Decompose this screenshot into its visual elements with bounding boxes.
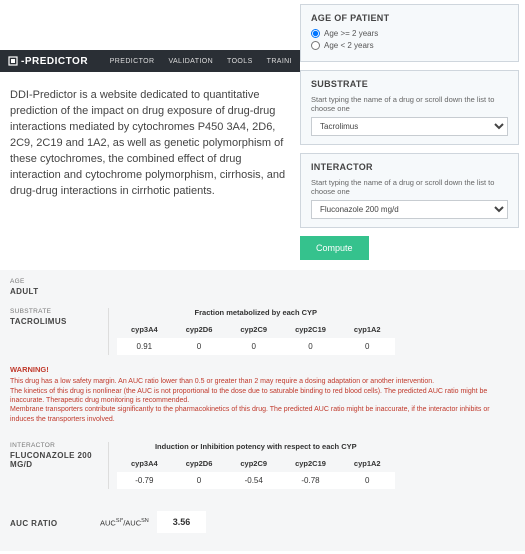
interactor-result-big: FLUCONAZOLE 200 MG/D — [10, 451, 100, 469]
int-h0: cyp3A4 — [117, 455, 172, 472]
intro-text: DDI-Predictor is a website dedicated to … — [0, 72, 300, 210]
substrate-result: SUBSTRATE TACROLIMUS — [10, 308, 100, 355]
compute-button[interactable]: Compute — [300, 236, 369, 260]
interactor-result-small: INTERACTOR — [10, 442, 100, 449]
int-h3: cyp2C19 — [281, 455, 340, 472]
age-opt-lt2[interactable]: Age < 2 years — [311, 41, 508, 50]
ratio-small: AUC RATIO — [10, 519, 100, 528]
warning-title: WARNING! — [10, 365, 515, 375]
interactor-title: INTERACTOR — [311, 162, 508, 172]
substrate-select[interactable]: Tacrolimus — [311, 117, 508, 136]
separator — [108, 442, 109, 489]
interactor-select[interactable]: Fluconazole 200 mg/d — [311, 200, 508, 219]
int-v1: 0 — [172, 472, 227, 489]
interactor-table: cyp3A4 cyp2D6 cyp2C9 cyp2C19 cyp1A2 -0.7… — [117, 455, 395, 489]
int-v2: -0.54 — [226, 472, 281, 489]
nav-training[interactable]: TRAINI — [267, 58, 292, 65]
age-panel: AGE OF PATIENT Age >= 2 years Age < 2 ye… — [300, 4, 519, 62]
sub-h4: cyp1A2 — [340, 321, 395, 338]
interactor-result: INTERACTOR FLUCONAZOLE 200 MG/D — [10, 442, 100, 489]
sub-h1: cyp2D6 — [172, 321, 227, 338]
sub-v3: 0 — [281, 338, 340, 355]
sub-v2: 0 — [226, 338, 281, 355]
age-opt-lt2-label: Age < 2 years — [324, 41, 374, 50]
brand: -PREDICTOR — [8, 56, 88, 67]
nav-links: PREDICTOR VALIDATION TOOLS TRAINI — [110, 58, 292, 65]
int-h1: cyp2D6 — [172, 455, 227, 472]
separator — [108, 308, 109, 355]
ratio-value: 3.56 — [157, 511, 207, 533]
age-opt-ge2[interactable]: Age >= 2 years — [311, 29, 508, 38]
substrate-title: SUBSTRATE — [311, 79, 508, 89]
substrate-caption: Fraction metabolized by each CYP — [117, 308, 395, 317]
int-v0: -0.79 — [117, 472, 172, 489]
sub-v0: 0.91 — [117, 338, 172, 355]
substrate-hint: Start typing the name of a drug or scrol… — [311, 95, 508, 113]
int-h2: cyp2C9 — [226, 455, 281, 472]
warning-l1: This drug has a low safety margin. An AU… — [10, 377, 515, 386]
substrate-result-big: TACROLIMUS — [10, 317, 100, 326]
age-radio-ge2[interactable] — [311, 29, 320, 38]
age-result: AGE ADULT — [10, 278, 100, 296]
int-h4: cyp1A2 — [340, 455, 395, 472]
sub-h0: cyp3A4 — [117, 321, 172, 338]
brand-icon — [8, 56, 18, 66]
interactor-caption: Induction or Inhibition potency with res… — [117, 442, 395, 451]
results-region: AGE ADULT SUBSTRATE TACROLIMUS Fraction … — [0, 270, 525, 551]
navbar: -PREDICTOR PREDICTOR VALIDATION TOOLS TR… — [0, 50, 300, 72]
age-title: AGE OF PATIENT — [311, 13, 508, 23]
warning-l3: Membrane transporters contribute signifi… — [10, 405, 515, 424]
warning-block: WARNING! This drug has a low safety marg… — [10, 365, 515, 424]
interactor-panel: INTERACTOR Start typing the name of a dr… — [300, 153, 519, 228]
substrate-result-small: SUBSTRATE — [10, 308, 100, 315]
ratio-label-block: AUC RATIO — [10, 517, 100, 528]
nav-tools[interactable]: TOOLS — [227, 58, 253, 65]
age-result-small: AGE — [10, 278, 100, 285]
int-v4: 0 — [340, 472, 395, 489]
nav-predictor[interactable]: PREDICTOR — [110, 58, 155, 65]
nav-validation[interactable]: VALIDATION — [168, 58, 213, 65]
sub-v1: 0 — [172, 338, 227, 355]
interactor-hint: Start typing the name of a drug or scrol… — [311, 178, 508, 196]
ratio-formula: AUCSI*/AUCSN — [100, 518, 149, 528]
age-radio-lt2[interactable] — [311, 41, 320, 50]
warning-l2: The kinetics of this drug is nonlinear (… — [10, 387, 515, 406]
int-v3: -0.78 — [281, 472, 340, 489]
sub-h2: cyp2C9 — [226, 321, 281, 338]
brand-text: -PREDICTOR — [21, 56, 88, 67]
sub-v4: 0 — [340, 338, 395, 355]
age-opt-ge2-label: Age >= 2 years — [324, 29, 378, 38]
substrate-panel: SUBSTRATE Start typing the name of a dru… — [300, 70, 519, 145]
sub-h3: cyp2C19 — [281, 321, 340, 338]
age-result-big: ADULT — [10, 287, 100, 296]
substrate-table: cyp3A4 cyp2D6 cyp2C9 cyp2C19 cyp1A2 0.91… — [117, 321, 395, 355]
